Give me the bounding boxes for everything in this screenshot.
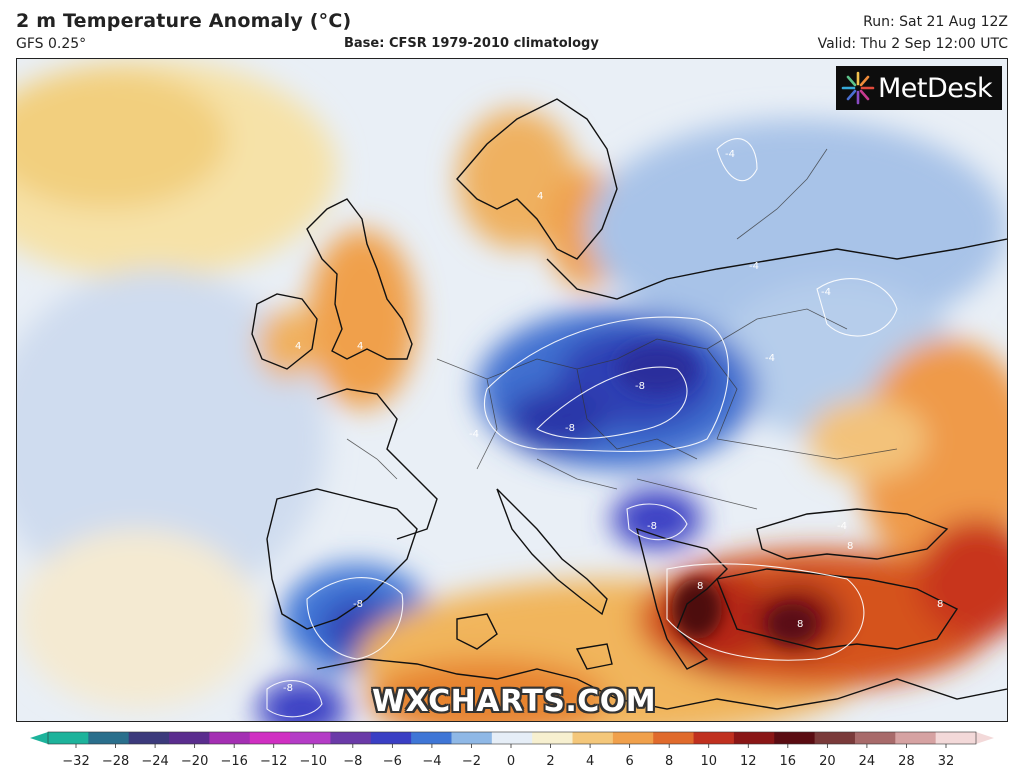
colorbar-tick-label: 6 xyxy=(625,754,633,769)
colorbar-swatch xyxy=(88,732,130,744)
colorbar-swatch xyxy=(895,732,937,744)
contour-label-group: -4 -4 -4 -4 -4 -4 -8 -8 -8 -8 -8 4 4 4 8… xyxy=(283,149,943,694)
contour-label: -4 xyxy=(725,149,735,160)
colorbar-tick-label: −12 xyxy=(260,754,287,769)
metdesk-logo: MetDesk xyxy=(836,66,1002,110)
colorbar-swatch xyxy=(411,732,452,744)
colorbar-swatch xyxy=(169,732,210,744)
colorbar-tick-label: −10 xyxy=(300,754,327,769)
map-canvas: -4 -4 -4 -4 -4 -4 -8 -8 -8 -8 -8 4 4 4 8… xyxy=(17,59,1007,721)
colorbar-swatch xyxy=(370,732,412,744)
colorbar-tick-label: 24 xyxy=(859,754,876,769)
colorbar-tick-label: 20 xyxy=(819,754,836,769)
colorbar-swatch xyxy=(451,732,493,744)
colorbar-tick-label: 16 xyxy=(780,754,797,769)
colorbar-swatch xyxy=(48,732,89,744)
contour-label: -8 xyxy=(283,683,293,694)
country-borders xyxy=(346,148,898,510)
colorbar-tick-label: −4 xyxy=(422,754,441,769)
colorbar-swatch xyxy=(572,732,614,744)
colorbar-tick-label: −20 xyxy=(181,754,208,769)
base-climatology-label: Base: CFSR 1979-2010 climatology xyxy=(344,36,599,51)
colorbar-swatch xyxy=(491,732,533,744)
colorbar-swatch xyxy=(612,732,654,744)
colorbar-swatch xyxy=(209,732,251,744)
colorbar: −32 −28 −24 −20 −16 −12 −10 −8 −6 −4 −2 0 2 4 6 8 10 12 16… xyxy=(30,731,994,769)
colorbar-tick-label: 8 xyxy=(665,754,673,769)
contour-label: -8 xyxy=(635,381,645,392)
coastlines xyxy=(251,98,1007,710)
logo-text: MetDesk xyxy=(878,72,993,104)
colorbar-swatch xyxy=(290,732,331,744)
chart-title: 2 m Temperature Anomaly (°C) xyxy=(16,10,352,32)
colorbar-tick-label: 4 xyxy=(586,754,594,769)
contour-label: 8 xyxy=(797,619,803,630)
colorbar-swatch xyxy=(693,732,735,744)
colorbar-swatch xyxy=(774,732,816,744)
colorbar-swatch xyxy=(814,732,856,744)
colorbar-right-arrow xyxy=(976,732,994,744)
colorbar-tick-label: 0 xyxy=(507,754,515,769)
contour-label: -4 xyxy=(749,261,759,272)
colorbar-tick-label: −32 xyxy=(62,754,89,769)
colorbar-swatches xyxy=(30,731,994,745)
colorbar-tick-label: −16 xyxy=(220,754,247,769)
contour-label: -4 xyxy=(821,287,831,298)
model-label: GFS 0.25° xyxy=(16,36,87,52)
colorbar-tick-label: 28 xyxy=(898,754,915,769)
contour-label: 8 xyxy=(847,541,853,552)
colorbar-swatch xyxy=(854,732,896,744)
colorbar-swatch xyxy=(128,732,170,744)
colorbar-ticks: −32 −28 −24 −20 −16 −12 −10 −8 −6 −4 −2 0 2 4 6 8 10 12 16… xyxy=(62,744,954,769)
colorbar-tick-label: −28 xyxy=(102,754,129,769)
colorbar-tick-label: 10 xyxy=(700,754,717,769)
contour-lines xyxy=(266,138,898,718)
colorbar-tick-label: −6 xyxy=(383,754,402,769)
contour-label: 8 xyxy=(697,581,703,592)
contour-label: -4 xyxy=(469,429,479,440)
contour-label: -8 xyxy=(647,521,657,532)
colorbar-swatch xyxy=(330,732,372,744)
sunburst-logo-icon xyxy=(841,71,875,105)
colorbar-tick-label: 2 xyxy=(546,754,554,769)
contour-label: -8 xyxy=(353,599,363,610)
colorbar-tick-label: −8 xyxy=(343,754,362,769)
colorbar-outline xyxy=(47,731,977,745)
anomaly-map[interactable]: -4 -4 -4 -4 -4 -4 -8 -8 -8 -8 -8 4 4 4 8… xyxy=(16,58,1008,722)
contour-label: 8 xyxy=(937,599,943,610)
run-time-label: Run: Sat 21 Aug 12Z xyxy=(863,14,1008,30)
contour-label: 4 xyxy=(537,191,543,202)
colorbar-tick-label: 32 xyxy=(938,754,955,769)
contour-label: 4 xyxy=(295,341,301,352)
colorbar-swatch xyxy=(935,732,977,744)
colorbar-swatch xyxy=(733,732,775,744)
colorbar-tick-label: −2 xyxy=(462,754,481,769)
contour-label: -4 xyxy=(837,521,847,532)
colorbar-left-arrow xyxy=(30,732,48,744)
watermark: WXCHARTS.COM xyxy=(372,684,657,719)
valid-time-label: Valid: Thu 2 Sep 12:00 UTC xyxy=(817,36,1008,52)
colorbar-swatch xyxy=(249,732,291,744)
colorbar-tick-label: 12 xyxy=(740,754,757,769)
colorbar-swatch xyxy=(653,732,695,744)
contour-label: -4 xyxy=(765,353,775,364)
contour-label: 4 xyxy=(357,341,363,352)
contour-label: -8 xyxy=(565,423,575,434)
colorbar-tick-label: −24 xyxy=(141,754,168,769)
colorbar-swatch xyxy=(532,732,574,744)
